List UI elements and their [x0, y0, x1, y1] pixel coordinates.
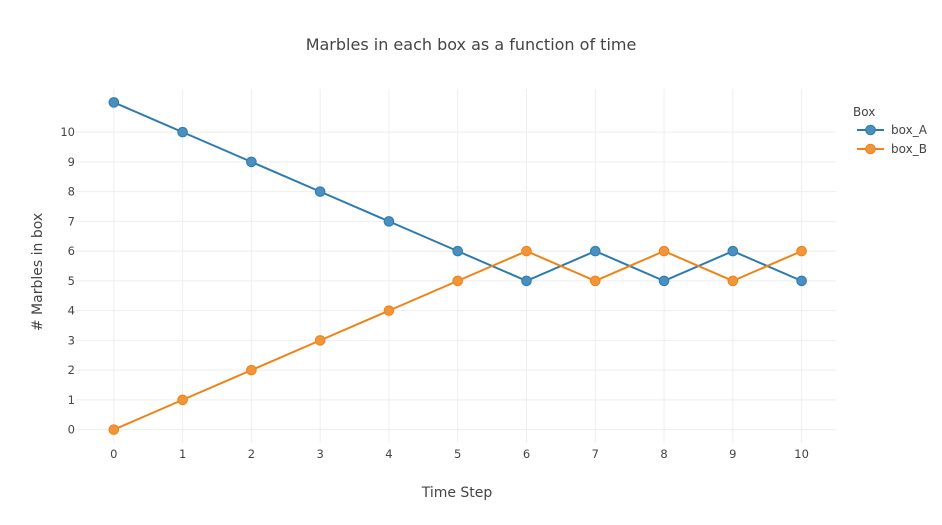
y-tick-label: 2: [68, 363, 75, 377]
data-point-box_A: [589, 245, 601, 257]
data-point-box_A: [452, 245, 464, 257]
data-point-box_B: [521, 245, 532, 257]
data-point-box_B: [108, 424, 120, 435]
data-point-box_B: [177, 394, 188, 406]
y-tick-label: 8: [68, 185, 75, 199]
data-point-box_B: [658, 245, 670, 257]
legend-label: box_B: [891, 142, 927, 156]
y-axis-title: # Marbles in box: [30, 213, 46, 331]
series-layer: [108, 97, 807, 435]
x-tick-label: 9: [729, 447, 736, 461]
data-point-box_B: [246, 364, 257, 376]
x-tick-label: 10: [794, 447, 809, 461]
legend-label: box_A: [891, 123, 928, 137]
x-tick-label: 7: [592, 447, 599, 461]
series-box_B: [108, 245, 807, 435]
x-tick-label: 5: [454, 447, 461, 461]
x-tick-label: 6: [523, 447, 530, 461]
y-tick-label: 1: [68, 393, 75, 407]
data-point-box_B: [796, 245, 807, 257]
data-point-box_A: [246, 156, 257, 168]
x-tick-label: 8: [660, 447, 667, 461]
data-point-box_B: [589, 275, 601, 287]
chart-title: Marbles in each box as a function of tim…: [306, 35, 637, 54]
data-point-box_A: [383, 216, 395, 227]
legend-swatch-marker: [865, 124, 876, 136]
legend-item-box_B: box_B: [857, 142, 927, 156]
series-box_A: [108, 97, 807, 287]
y-tick-label: 3: [68, 333, 75, 347]
y-tick-label: 10: [60, 125, 75, 139]
data-point-box_A: [796, 275, 807, 287]
data-point-box_A: [108, 97, 120, 108]
legend-title: Box: [853, 105, 875, 119]
y-tick-label: 7: [68, 214, 75, 228]
data-point-box_A: [521, 275, 532, 287]
data-point-box_B: [452, 275, 464, 287]
data-point-box_B: [314, 335, 326, 346]
legend-items: box_A box_B: [857, 123, 928, 156]
y-tick-label: 9: [68, 155, 75, 169]
y-tick-label: 0: [68, 423, 75, 437]
grid-layer: [76, 89, 836, 443]
y-tick-label: 6: [68, 244, 75, 258]
x-tick-label: 2: [248, 447, 255, 461]
y-tick-label: 4: [68, 304, 75, 318]
x-tick-label: 3: [316, 447, 323, 461]
x-axis-title: Time Step: [421, 485, 493, 501]
data-point-box_B: [727, 275, 739, 287]
data-point-box_A: [658, 275, 670, 287]
data-point-box_A: [727, 245, 739, 257]
legend-swatch-marker: [865, 143, 876, 155]
x-tick-label: 1: [179, 447, 186, 461]
legend-item-box_A: box_A: [857, 123, 928, 137]
x-tick-label: 0: [110, 447, 117, 461]
x-tick-label: 4: [385, 447, 392, 461]
y-tick-label: 5: [68, 274, 75, 288]
legend: Box box_A box_B: [853, 105, 928, 156]
x-tick-labels: 0 1 2 3 4 5 6 7 8 9 10: [110, 447, 809, 461]
data-point-box_B: [383, 305, 395, 316]
data-point-box_A: [177, 126, 188, 138]
y-tick-labels: 0 1 2 3 4 5 6 7 8 9 10: [60, 125, 75, 436]
data-point-box_A: [314, 186, 326, 197]
